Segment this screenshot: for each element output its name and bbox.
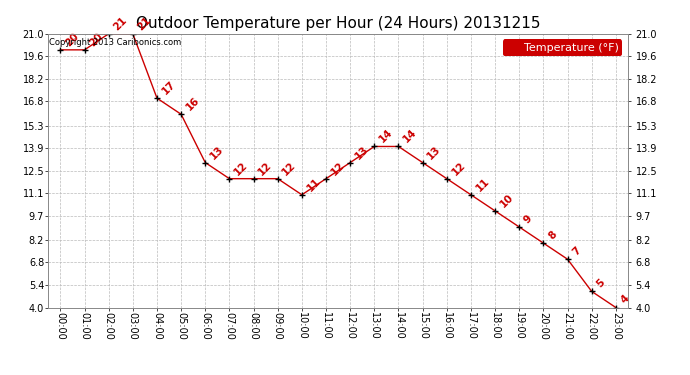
Text: 10: 10 — [498, 192, 515, 209]
Text: 20: 20 — [88, 31, 105, 48]
Text: 12: 12 — [281, 160, 298, 177]
Text: Copyright 2013 Caribonics.com: Copyright 2013 Caribonics.com — [49, 38, 181, 47]
Text: 14: 14 — [402, 128, 419, 145]
Text: 12: 12 — [257, 160, 274, 177]
Text: 20: 20 — [63, 31, 81, 48]
Text: 8: 8 — [546, 229, 558, 242]
Legend: Temperature (°F): Temperature (°F) — [503, 39, 622, 56]
Text: 11: 11 — [305, 176, 322, 193]
Text: 13: 13 — [208, 144, 226, 161]
Text: 12: 12 — [329, 160, 346, 177]
Text: 13: 13 — [353, 144, 371, 161]
Text: 5: 5 — [595, 278, 607, 290]
Text: 12: 12 — [233, 160, 250, 177]
Text: 17: 17 — [160, 79, 177, 96]
Text: 21: 21 — [136, 15, 153, 32]
Text: 13: 13 — [426, 144, 443, 161]
Text: 9: 9 — [522, 213, 534, 225]
Text: 21: 21 — [112, 15, 129, 32]
Text: 7: 7 — [571, 245, 583, 258]
Text: 4: 4 — [619, 294, 631, 306]
Text: 12: 12 — [450, 160, 467, 177]
Text: 16: 16 — [184, 95, 201, 112]
Text: 11: 11 — [474, 176, 491, 193]
Text: 14: 14 — [377, 128, 395, 145]
Title: Outdoor Temperature per Hour (24 Hours) 20131215: Outdoor Temperature per Hour (24 Hours) … — [136, 16, 540, 31]
